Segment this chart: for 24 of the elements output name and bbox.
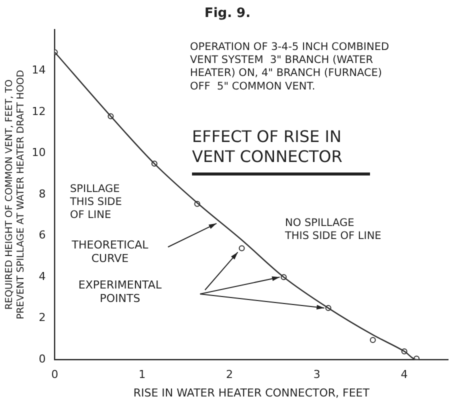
y-tick-label: 4 <box>38 270 46 283</box>
x-axis-title: RISE IN WATER HEATER CONNECTOR, FEET <box>133 386 370 400</box>
annotation: NO SPILLAGE THIS SIDE OF LINE <box>284 216 382 242</box>
y-tick-label: 14 <box>32 64 46 77</box>
y-tick-label: 0 <box>38 352 46 366</box>
annotation: SPILLAGE THIS SIDE OF LINE <box>69 182 122 222</box>
annotation: OPERATION OF 3-4-5 INCH COMBINED VENT SYSTEM 3" BRANCH (WATER HEATER) ON, 4" BRANCH (FURNACE) OFF 5" COMMON VENT. <box>190 40 390 92</box>
x-tick-label: 3 <box>313 368 320 382</box>
y-tick-label: 2 <box>38 311 46 324</box>
annotation: EFFECT OF RISE IN VENT CONNECTOR <box>192 127 342 166</box>
y-tick-label: 8 <box>38 187 46 200</box>
x-tick-label: 2 <box>226 368 234 382</box>
x-tick-label: 4 <box>400 368 408 382</box>
y-tick-label: 12 <box>32 104 46 118</box>
x-tick-label: 1 <box>138 368 146 382</box>
y-tick-label: 6 <box>38 228 46 242</box>
annotation: THEORETICAL CURVE <box>70 238 150 266</box>
annotation: EXPERIMENTAL POINTS <box>78 278 162 306</box>
x-tick-label: 0 <box>51 368 58 382</box>
chart-title: Fig. 9. <box>204 6 251 22</box>
point <box>238 245 245 252</box>
y-axis-title: REQUIRED HEIGHT OF COMMON VENT, FEET, TO PREVENT SPILLAGE AT WATER HEATER DRAFT HOOD <box>4 70 27 320</box>
point <box>370 337 376 344</box>
y-tick-label: 10 <box>32 146 46 160</box>
